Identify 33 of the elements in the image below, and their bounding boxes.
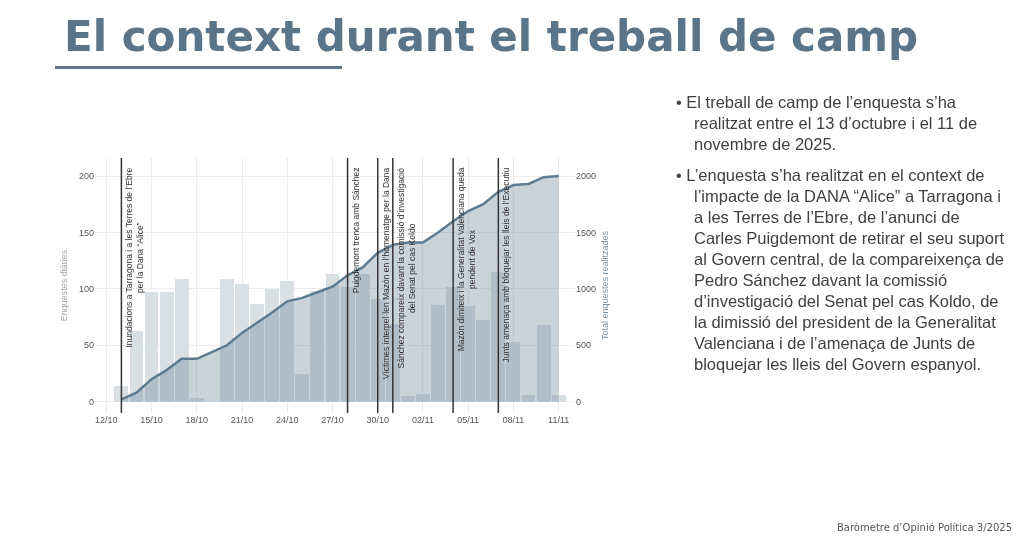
bar [144, 292, 159, 402]
x-tick-label: 08/11 [502, 415, 525, 425]
y2-tick-label: 1500 [576, 227, 597, 238]
y2-tick-label: 500 [576, 340, 592, 351]
text: Baròmetre d’Opinió Política 3/2025 [836, 522, 1012, 533]
x-tick-label: 12/10 [95, 415, 118, 425]
ref-line-label: Inundacions a Tarragona i a les Terres de l’Ebre per la Dana “Alice” [124, 167, 146, 348]
y-tick-label: 200 [78, 171, 94, 182]
x-tick-label: 24/10 [275, 415, 299, 425]
y-tick-label: 150 [78, 227, 94, 238]
x-tick-label: 30/10 [366, 415, 389, 425]
y-tick-label: 100 [78, 284, 94, 295]
y2-axis-title: Total enquestes realitzades [599, 230, 610, 341]
y-tick-label: 0 [88, 396, 94, 407]
ref-line-label: Puigdemont trenca amb Sánchez [350, 167, 361, 294]
x-tick-label: 02/11 [412, 415, 434, 425]
y-tick-label: 50 [83, 340, 94, 351]
ref-line-label: Sánchez compareix davant la comissió d’investigació del Senat pel cas Koldo [396, 167, 418, 369]
y-axis-title: Enquestes diàries [59, 249, 69, 322]
y2-tick-label: 1000 [576, 284, 597, 295]
text: • El treball de camp de l’enquesta s’ha realitzat entre el 13 d’octubre i el 11 de novembre de 2025. [676, 92, 979, 155]
x-tick-label: 18/10 [185, 415, 209, 425]
y2-tick-label: 2000 [576, 171, 597, 182]
x-tick-label: 15/10 [140, 415, 163, 425]
text: • L’enquesta s’ha realitzat en el context de l’impacte de la DANA “Alice” a Tarragona i a les Terres de l’Ebre, de l’anunci de Carles Puigdemont de retirar el seu suport al Govern central, de la compareixença de Pedro Sánchez davant la comissió d’investigació del Senat pel cas Koldo, de la dimissió del president de la Generalitat Valenciana i de l’amenaça de Junts de bloquejar les lleis del Govern espanyol. [676, 166, 1005, 373]
bar [325, 274, 340, 402]
chart-title: El context durant el treball de camp [64, 12, 919, 61]
x-tick-label: 27/10 [321, 415, 344, 425]
x-tick-label: 21/10 [230, 415, 254, 425]
y2-tick-label: 0 [576, 396, 582, 407]
bar [521, 394, 536, 402]
x-tick-label: 05/11 [457, 415, 480, 425]
x-tick-label: 11/11 [548, 415, 570, 425]
